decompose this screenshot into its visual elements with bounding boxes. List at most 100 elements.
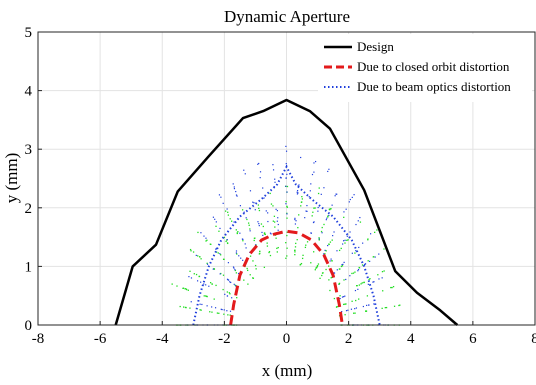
particle-dot: [226, 239, 228, 241]
particle-dot: [190, 301, 192, 303]
particle-dot: [253, 239, 255, 242]
particle-dot: [285, 164, 288, 167]
particle-dot: [374, 231, 376, 234]
particle-dot: [263, 266, 266, 269]
particle-dot: [361, 264, 364, 266]
particle-dot: [190, 277, 193, 279]
particle-dot: [258, 223, 260, 225]
particle-dot: [224, 293, 226, 295]
particle-dot: [198, 275, 200, 278]
particle-dot: [357, 220, 359, 222]
particle-dot: [255, 268, 257, 270]
particle-dot: [382, 290, 384, 292]
particle-dot: [354, 312, 356, 314]
particle-dot: [212, 216, 215, 218]
particle-dot: [357, 270, 359, 272]
particle-dot: [286, 191, 288, 193]
particle-dot: [216, 312, 219, 314]
particle-dot: [285, 145, 287, 147]
particle-dot: [188, 276, 190, 278]
tick-labels: -8 -6 -4 -2 0 2 4 6 8 0 1 2 3 4 5: [25, 25, 536, 347]
particle-dot: [364, 263, 366, 265]
particle-dot: [327, 216, 329, 218]
particle-dot: [301, 195, 303, 198]
particle-dot: [222, 258, 225, 260]
particle-dot: [377, 274, 379, 276]
particle-dot: [285, 200, 287, 203]
particle-dot: [344, 295, 346, 297]
particle-dot: [285, 177, 287, 179]
x-tick-label: 6: [469, 331, 477, 347]
particle-dot: [299, 264, 301, 266]
particle-dot: [286, 206, 288, 208]
particle-dot: [342, 240, 345, 242]
particle-dot: [300, 262, 303, 265]
particle-dot: [226, 208, 228, 210]
particle-dot: [368, 304, 370, 306]
particle-dot: [220, 308, 222, 310]
particle-dot: [235, 190, 237, 193]
particle-dot: [306, 241, 309, 243]
particle-dot: [313, 162, 315, 164]
x-axis-label: x (mm): [262, 361, 313, 380]
particle-dot: [221, 308, 223, 311]
particle-dot: [274, 181, 276, 183]
particle-dot: [189, 307, 191, 309]
particle-dot: [267, 212, 269, 214]
particle-dot: [306, 210, 308, 212]
particle-dot: [263, 197, 265, 199]
particle-dot: [235, 194, 238, 196]
particle-dot: [228, 292, 231, 294]
particle-dot: [257, 204, 260, 206]
particle-dot: [206, 263, 209, 265]
particle-dot: [199, 256, 201, 258]
particle-dot: [209, 281, 212, 284]
particle-dot: [344, 239, 346, 241]
particle-dot: [269, 254, 272, 257]
particle-dot: [276, 251, 278, 253]
particle-dot: [254, 209, 256, 211]
particle-dot: [335, 306, 338, 308]
particle-dot: [313, 171, 315, 173]
particle-dot: [321, 226, 323, 229]
particle-dot: [322, 272, 324, 274]
particle-dot: [258, 207, 260, 210]
particle-dot: [346, 239, 348, 242]
particle-dot: [383, 248, 385, 250]
particle-dot: [316, 266, 318, 268]
particle-dot: [294, 251, 296, 253]
particle-dot: [313, 221, 315, 223]
particle-dot: [195, 273, 198, 276]
particle-dot: [193, 273, 195, 275]
particle-dot: [243, 211, 245, 213]
particle-dot: [294, 218, 296, 221]
particle-dot: [384, 306, 386, 309]
particle-dot: [331, 239, 333, 241]
particle-dot: [373, 256, 375, 258]
particle-dot: [354, 271, 356, 273]
particle-dot: [310, 262, 312, 264]
particle-dot: [341, 265, 344, 267]
particle-dot: [390, 286, 392, 289]
particle-dot: [342, 243, 344, 245]
particle-dot: [343, 296, 345, 298]
particle-dot: [286, 255, 288, 257]
particle-dot: [320, 193, 322, 195]
particle-dot: [233, 186, 235, 188]
particle-dot: [381, 270, 384, 273]
particle-dot: [236, 253, 238, 255]
particle-dot: [171, 283, 173, 285]
particle-dot: [312, 211, 314, 213]
particle-dot: [213, 298, 215, 300]
particle-dot: [294, 217, 296, 219]
particle-dot: [296, 193, 299, 195]
particle-dot: [249, 274, 251, 276]
series-line-0: [114, 98, 459, 326]
particle-dot: [189, 270, 191, 272]
particle-dot: [366, 304, 368, 307]
particle-dot: [333, 231, 335, 233]
particle-dot: [358, 298, 360, 300]
particle-dot: [355, 250, 357, 252]
particle-dot: [215, 221, 217, 223]
particle-dot: [332, 235, 334, 237]
